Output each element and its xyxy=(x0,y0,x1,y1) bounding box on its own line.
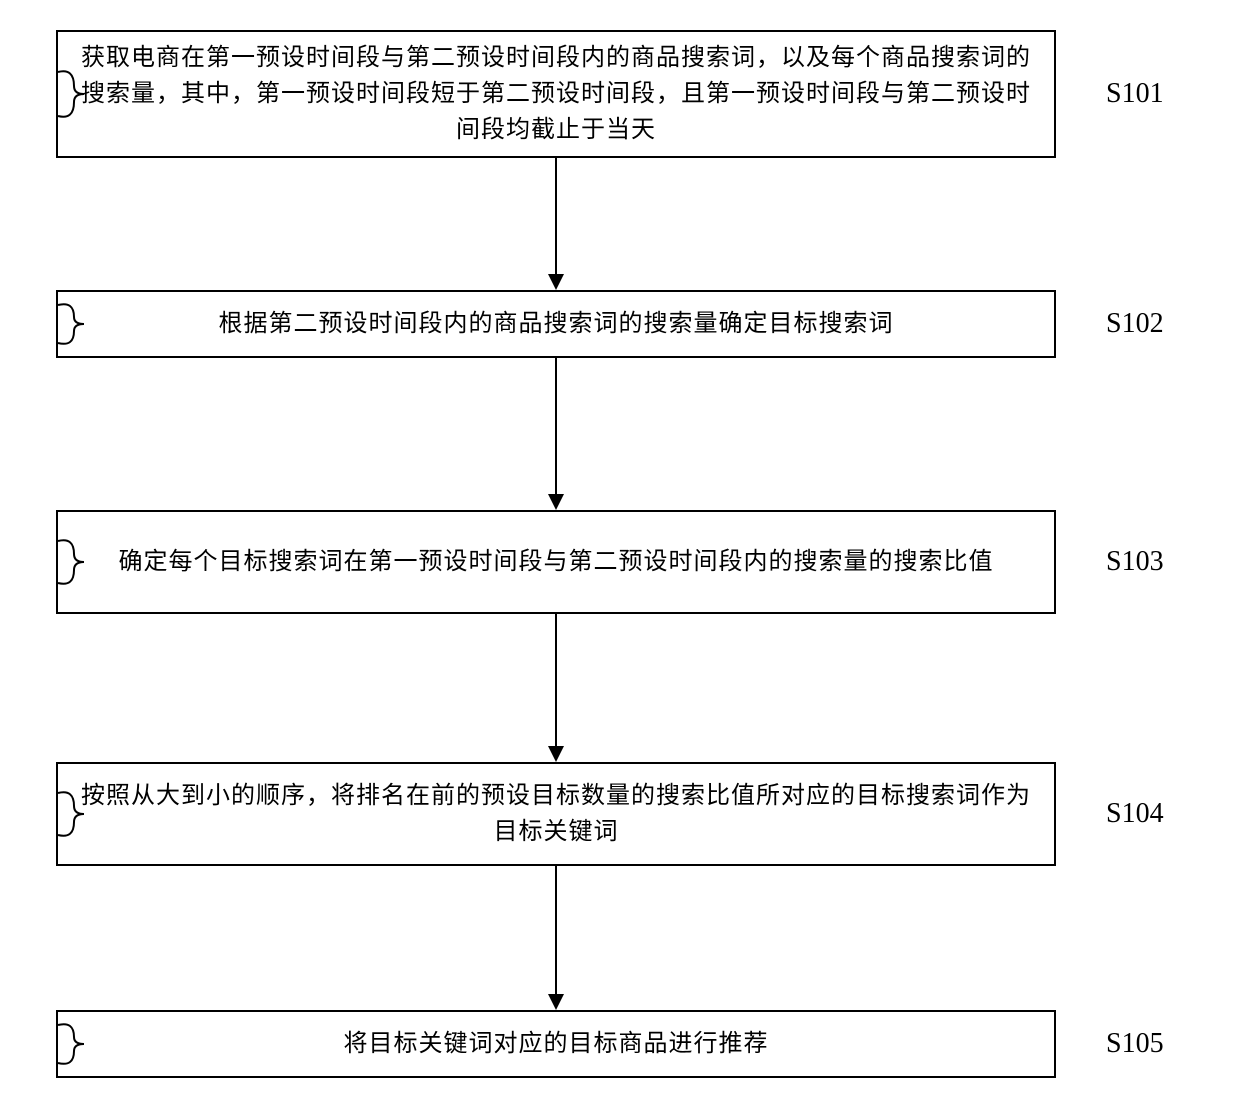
step-text-s104: 按照从大到小的顺序，将排名在前的预设目标数量的搜索比值所对应的目标搜索词作为目标… xyxy=(78,778,1034,850)
step-s102: 根据第二预设时间段内的商品搜索词的搜索量确定目标搜索词 S102 xyxy=(56,290,1164,358)
step-box-s101: 获取电商在第一预设时间段与第二预设时间段内的商品搜索词，以及每个商品搜索词的搜索… xyxy=(56,30,1056,158)
curly-brace-s101 xyxy=(56,64,86,124)
step-box-s104: 按照从大到小的顺序，将排名在前的预设目标数量的搜索比值所对应的目标搜索词作为目标… xyxy=(56,762,1056,866)
step-label-s105: S105 xyxy=(1106,1028,1164,1060)
step-label-s101: S101 xyxy=(1106,78,1164,110)
step-box-s105: 将目标关键词对应的目标商品进行推荐 xyxy=(56,1010,1056,1078)
step-text-s102: 根据第二预设时间段内的商品搜索词的搜索量确定目标搜索词 xyxy=(219,306,894,342)
step-s101: 获取电商在第一预设时间段与第二预设时间段内的商品搜索词，以及每个商品搜索词的搜索… xyxy=(56,30,1164,158)
step-text-s103: 确定每个目标搜索词在第一预设时间段与第二预设时间段内的搜索量的搜索比值 xyxy=(119,544,994,580)
flowchart-container: 获取电商在第一预设时间段与第二预设时间段内的商品搜索词，以及每个商品搜索词的搜索… xyxy=(0,0,1240,1120)
curly-brace-s104 xyxy=(56,786,86,842)
step-box-s103: 确定每个目标搜索词在第一预设时间段与第二预设时间段内的搜索量的搜索比值 xyxy=(56,510,1056,614)
step-label-s103: S103 xyxy=(1106,546,1164,578)
arrow-s101-s102 xyxy=(546,158,566,290)
step-label-s104: S104 xyxy=(1106,798,1164,830)
arrow-s102-s103 xyxy=(546,358,566,510)
arrow-s103-s104 xyxy=(546,614,566,762)
step-box-s102: 根据第二预设时间段内的商品搜索词的搜索量确定目标搜索词 xyxy=(56,290,1056,358)
step-s104: 按照从大到小的顺序，将排名在前的预设目标数量的搜索比值所对应的目标搜索词作为目标… xyxy=(56,762,1164,866)
step-label-s102: S102 xyxy=(1106,308,1164,340)
step-s103: 确定每个目标搜索词在第一预设时间段与第二预设时间段内的搜索量的搜索比值 S103 xyxy=(56,510,1164,614)
step-text-s101: 获取电商在第一预设时间段与第二预设时间段内的商品搜索词，以及每个商品搜索词的搜索… xyxy=(78,40,1034,148)
curly-brace-s102 xyxy=(56,299,86,349)
curly-brace-s103 xyxy=(56,534,86,590)
arrow-s104-s105 xyxy=(546,866,566,1010)
step-s105: 将目标关键词对应的目标商品进行推荐 S105 xyxy=(56,1010,1164,1078)
curly-brace-s105 xyxy=(56,1019,86,1069)
step-text-s105: 将目标关键词对应的目标商品进行推荐 xyxy=(344,1026,769,1062)
